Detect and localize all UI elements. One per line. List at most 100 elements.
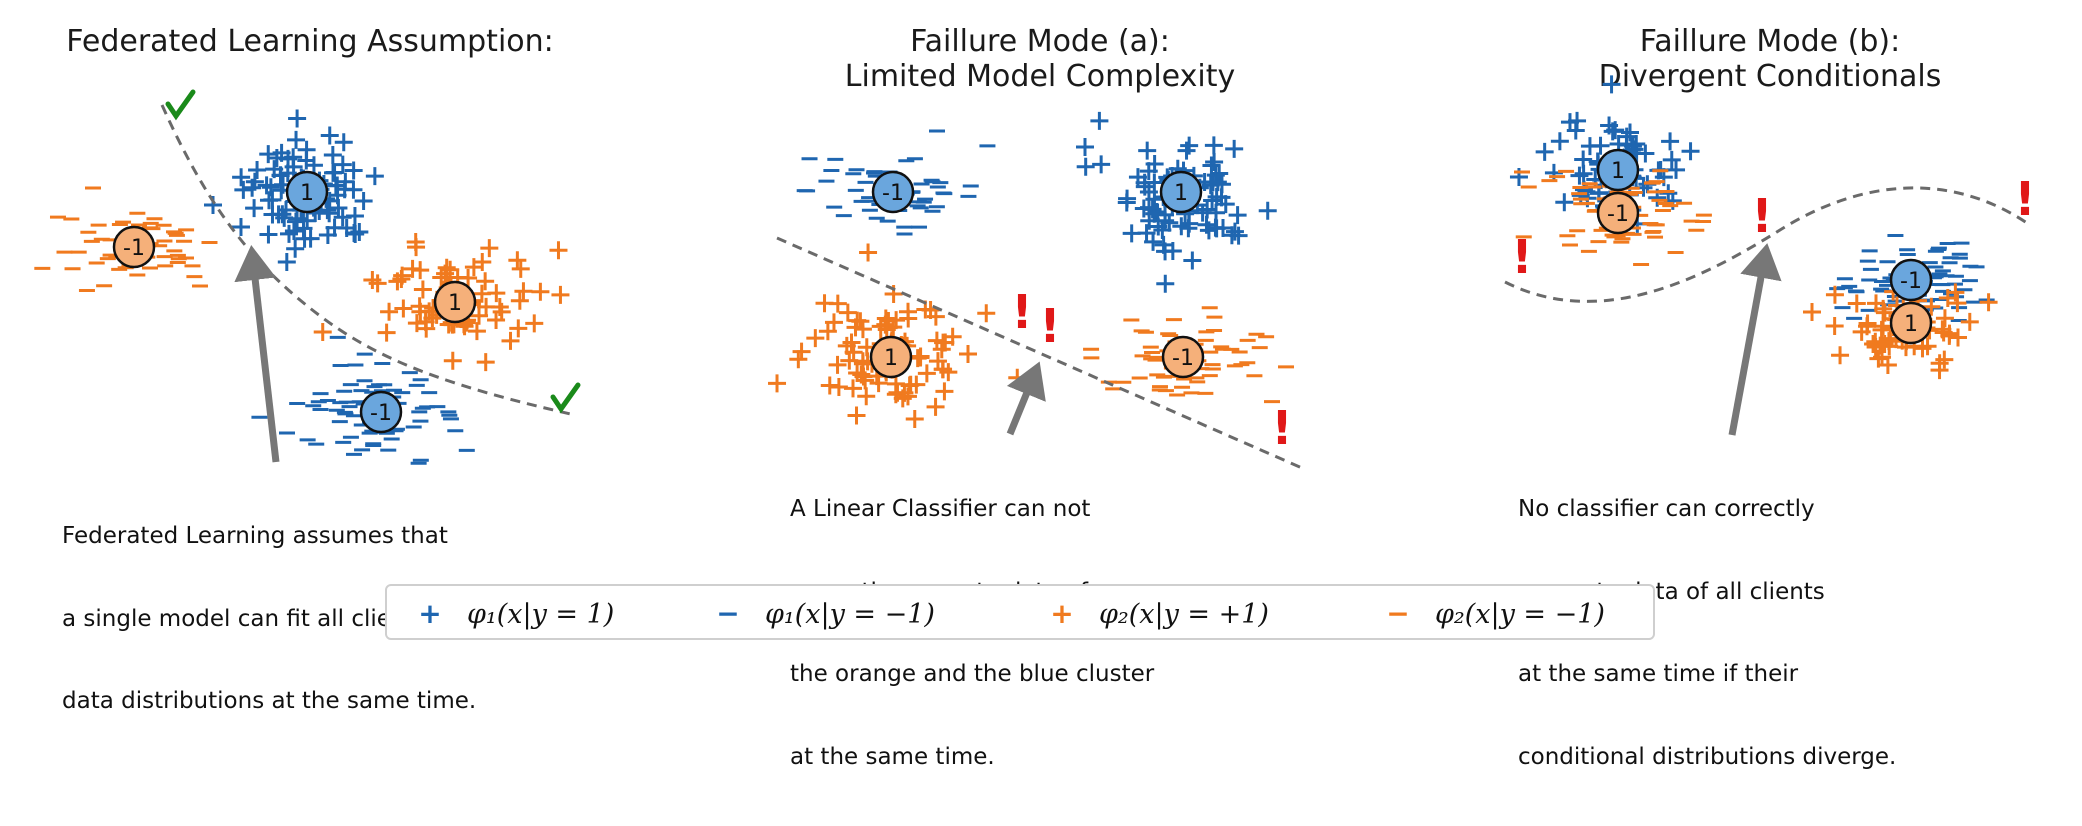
panel-1-arrow xyxy=(234,245,280,463)
plus-marker xyxy=(792,342,811,361)
plus-marker xyxy=(768,374,787,393)
cluster-label-circle xyxy=(1161,335,1205,379)
plus-marker xyxy=(1591,136,1610,155)
plus-marker xyxy=(828,294,847,313)
plus-marker xyxy=(1199,221,1218,240)
plus-marker xyxy=(853,354,872,373)
cluster-label: -1 xyxy=(1596,191,1640,235)
plus-marker xyxy=(1913,339,1932,358)
cluster-label-text: -1 xyxy=(370,401,392,426)
plus-marker xyxy=(1933,320,1952,339)
plus-marker xyxy=(324,163,343,182)
cluster-label: -1 xyxy=(871,170,915,214)
panel-2-caption-line: A Linear Classifier can not xyxy=(790,496,1091,522)
plus-marker xyxy=(1222,226,1241,245)
plus-marker xyxy=(857,387,876,406)
cluster-label-circle xyxy=(1596,148,1640,192)
plus-marker xyxy=(853,320,872,339)
cluster-label-text: -1 xyxy=(1172,346,1194,371)
plus-marker xyxy=(1117,193,1136,212)
panel-2-caption-line: at the same time. xyxy=(790,743,995,770)
cluster-label: 1 xyxy=(1159,170,1203,214)
panel-1-decision-boundary xyxy=(160,104,576,417)
plus-marker xyxy=(325,218,344,237)
panel-2-decision-boundary xyxy=(776,236,1303,470)
plus-marker xyxy=(933,360,952,379)
legend-marker: − xyxy=(716,597,740,630)
plus-marker xyxy=(459,269,478,288)
plus-marker xyxy=(1156,242,1175,261)
plus-marker xyxy=(1202,156,1221,175)
plus-marker xyxy=(279,224,298,243)
plus-marker xyxy=(1183,251,1202,270)
alerts-layer: !!!!!! xyxy=(1012,172,2036,455)
plus-marker xyxy=(1204,136,1223,155)
plus-marker xyxy=(926,307,945,326)
plus-marker xyxy=(1207,187,1226,206)
cluster-label-text: 1 xyxy=(884,346,898,371)
plus-marker xyxy=(525,314,544,333)
plus-marker xyxy=(470,306,489,325)
cluster-label-text: 1 xyxy=(1174,181,1188,206)
plus-marker xyxy=(248,160,267,179)
panel-3-title: Faillure Mode (b): Divergent Conditional… xyxy=(1470,24,2070,94)
plus-marker xyxy=(1258,201,1277,220)
legend-item-phi1-pos: + φ₁(x|y = 1) xyxy=(415,596,614,632)
plus-marker xyxy=(1225,222,1244,241)
cluster-label: 1 xyxy=(869,335,913,379)
plus-marker xyxy=(1076,138,1094,156)
plus-marker xyxy=(847,406,866,425)
plus-marker xyxy=(394,299,413,318)
plus-marker xyxy=(267,149,286,168)
cluster-label-text: 1 xyxy=(1904,312,1918,337)
legend-item-phi2-neg: − φ₂(x|y = −1) xyxy=(1383,596,1605,632)
plus-marker xyxy=(388,272,407,291)
plus-marker xyxy=(259,225,278,244)
cluster-label: -1 xyxy=(1161,335,1205,379)
plus-marker xyxy=(476,272,495,291)
plus-marker xyxy=(232,168,251,187)
plus-marker xyxy=(320,126,339,145)
plus-marker xyxy=(1568,111,1587,130)
panel-3-arrow xyxy=(1728,243,1782,436)
cluster-label: -1 xyxy=(1889,258,1933,302)
plus-marker xyxy=(1960,312,1979,331)
panel-1-caption-line: data distributions at the same time. xyxy=(62,688,477,714)
plus-marker xyxy=(472,284,491,303)
plus-marker xyxy=(1225,139,1244,158)
plus-marker xyxy=(1661,132,1680,151)
exclamation-icon: ! xyxy=(1012,285,1033,339)
plus-marker xyxy=(511,259,530,278)
cluster-label-text: 1 xyxy=(448,291,462,316)
panel-3-title-line-1: Faillure Mode (b): xyxy=(1639,24,1901,59)
plus-marker xyxy=(1092,155,1111,174)
plus-marker xyxy=(1825,285,1844,304)
plus-marker xyxy=(1866,337,1885,356)
check-icon xyxy=(550,382,581,414)
exclamation-icon: ! xyxy=(1040,299,1061,353)
legend-item-phi2-pos: + φ₂(x|y = +1) xyxy=(1047,596,1269,632)
plus-marker xyxy=(905,410,924,429)
plus-marker xyxy=(333,155,352,174)
plus-marker xyxy=(1122,224,1141,243)
legend-label: φ₁(x|y = −1) xyxy=(765,598,935,630)
plus-marker xyxy=(1922,297,1941,316)
plus-marker xyxy=(313,322,332,341)
plus-marker xyxy=(284,148,303,167)
plus-marker xyxy=(1090,111,1109,130)
plus-marker xyxy=(1935,350,1954,369)
cluster-label-circle xyxy=(1889,301,1933,345)
plus-marker xyxy=(1681,142,1700,161)
plus-marker xyxy=(1662,150,1681,169)
figure: Federated Learning Assumption: Faillure … xyxy=(34,24,2070,770)
plus-marker xyxy=(856,371,875,390)
plus-marker xyxy=(1216,195,1235,214)
plus-marker xyxy=(443,351,462,370)
plus-marker xyxy=(514,282,533,301)
plus-marker xyxy=(1875,303,1894,322)
plus-marker xyxy=(243,178,262,197)
plus-marker xyxy=(1228,206,1247,225)
plus-marker xyxy=(551,285,570,304)
plus-marker xyxy=(1138,141,1157,160)
exclamation-icon: ! xyxy=(1272,401,1293,455)
